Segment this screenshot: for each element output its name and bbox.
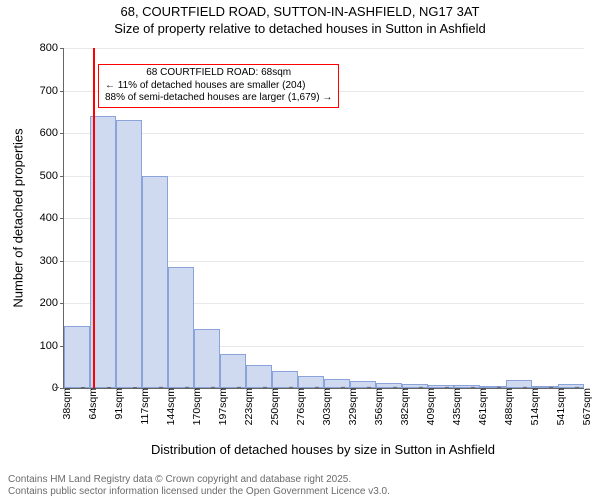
histogram-bar <box>194 329 220 389</box>
y-tick-label: 200 <box>40 297 64 309</box>
histogram-bar <box>324 379 350 388</box>
y-tick-label: 100 <box>40 340 64 352</box>
x-tick-label: 514sqm <box>523 388 541 425</box>
histogram-bar <box>298 376 324 388</box>
histogram-bar <box>64 326 90 388</box>
x-tick-label: 197sqm <box>211 388 229 425</box>
y-tick-label: 800 <box>40 42 64 54</box>
x-tick-label: 567sqm <box>575 388 593 425</box>
grid-line <box>64 133 584 134</box>
footnote-line2: Contains public sector information licen… <box>8 486 390 498</box>
y-tick-label: 300 <box>40 255 64 267</box>
annotation-line: 68 COURTFIELD ROAD: 68sqm <box>105 67 332 80</box>
y-tick-label: 500 <box>40 170 64 182</box>
histogram-bar <box>350 381 376 388</box>
x-tick-label: 329sqm <box>341 388 359 425</box>
x-tick-label: 382sqm <box>393 388 411 425</box>
y-tick-label: 400 <box>40 212 64 224</box>
chart-title-block: 68, COURTFIELD ROAD, SUTTON-IN-ASHFIELD,… <box>0 0 600 38</box>
y-axis-label: Number of detached properties <box>11 128 26 307</box>
histogram-bar <box>220 354 246 388</box>
x-tick-label: 250sqm <box>263 388 281 425</box>
x-tick-label: 541sqm <box>549 388 567 425</box>
x-tick-label: 144sqm <box>159 388 177 425</box>
x-tick-label: 117sqm <box>133 388 151 425</box>
x-tick-label: 64sqm <box>81 388 99 420</box>
y-tick-label: 600 <box>40 127 64 139</box>
histogram-bar <box>272 371 298 388</box>
histogram-bar <box>116 120 142 388</box>
histogram-bar <box>246 365 272 388</box>
x-tick-label: 356sqm <box>367 388 385 425</box>
grid-line <box>64 48 584 49</box>
x-tick-label: 170sqm <box>185 388 203 425</box>
y-tick-label: 700 <box>40 85 64 97</box>
chart-title-line1: 68, COURTFIELD ROAD, SUTTON-IN-ASHFIELD,… <box>0 4 600 21</box>
x-tick-label: 461sqm <box>471 388 489 425</box>
property-annotation: 68 COURTFIELD ROAD: 68sqm← 11% of detach… <box>98 64 339 108</box>
property-marker-line <box>93 48 95 388</box>
x-tick-label: 91sqm <box>107 388 125 420</box>
chart-footnote: Contains HM Land Registry data © Crown c… <box>8 474 390 498</box>
histogram-bar <box>168 267 194 388</box>
histogram-bar <box>506 380 532 388</box>
chart-title-line2: Size of property relative to detached ho… <box>0 21 600 38</box>
x-tick-label: 488sqm <box>497 388 515 425</box>
x-axis-label: Distribution of detached houses by size … <box>151 442 495 457</box>
x-tick-label: 435sqm <box>445 388 463 425</box>
x-tick-label: 223sqm <box>237 388 255 425</box>
histogram-plot-area: 010020030040050060070080038sqm64sqm91sqm… <box>63 48 584 389</box>
x-tick-label: 303sqm <box>315 388 333 425</box>
x-tick-label: 409sqm <box>419 388 437 425</box>
x-tick-label: 38sqm <box>55 388 73 420</box>
histogram-bar <box>142 176 168 389</box>
annotation-line: 88% of semi-detached houses are larger (… <box>105 92 332 105</box>
annotation-line: ← 11% of detached houses are smaller (20… <box>105 80 332 93</box>
x-tick-label: 276sqm <box>289 388 307 425</box>
footnote-line1: Contains HM Land Registry data © Crown c… <box>8 474 390 486</box>
